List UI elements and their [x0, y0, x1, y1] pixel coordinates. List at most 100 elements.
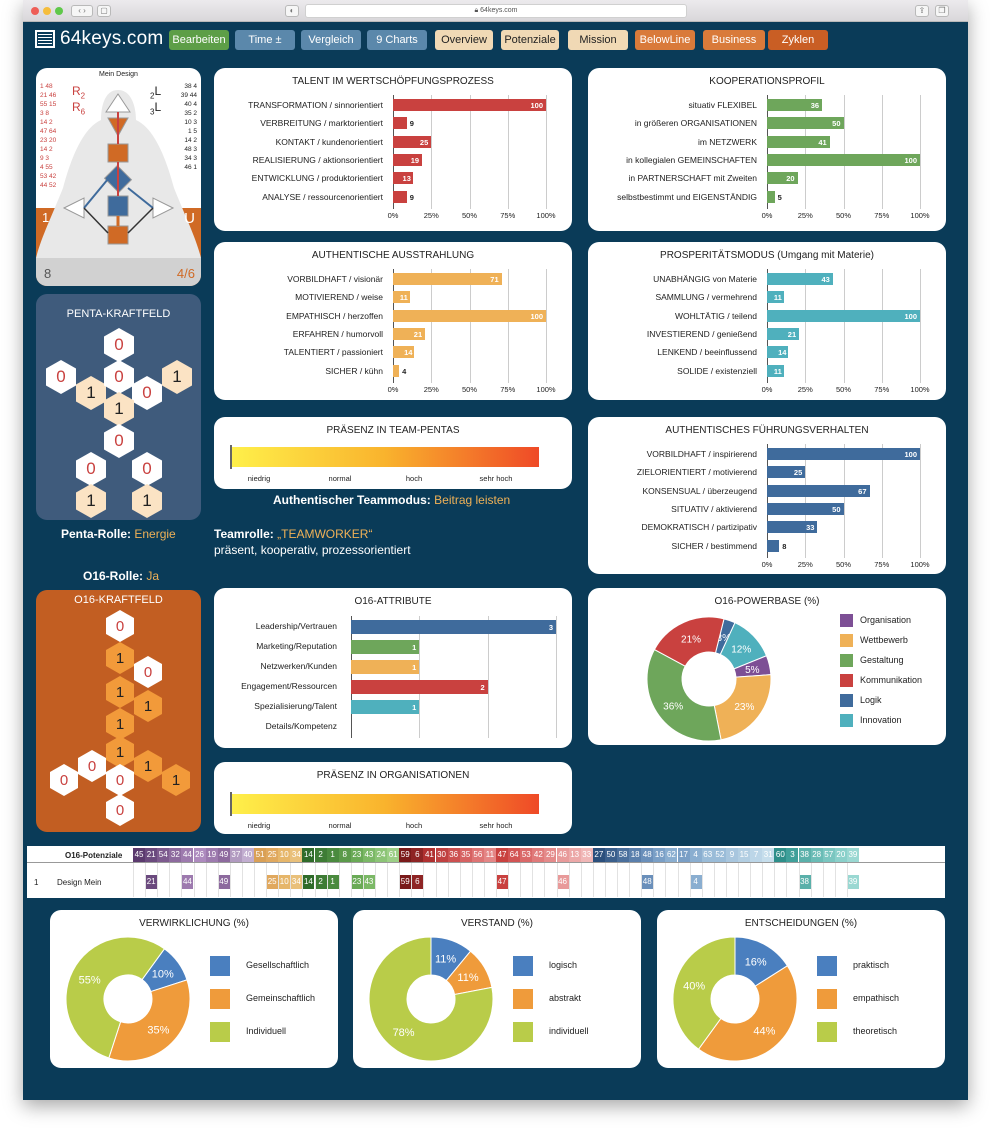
table-grid — [350, 863, 352, 897]
table-grid — [713, 863, 715, 897]
share-icon[interactable]: ⇪ — [915, 5, 929, 17]
o16-attribute-card: O16-ATTRIBUTE Leadership/Vertrauen 3 Market… — [214, 588, 572, 748]
legend-swatch — [210, 956, 230, 976]
minimize-dot-icon[interactable] — [43, 7, 51, 15]
bar-value: 100 — [904, 311, 917, 321]
tick-label: 100% — [910, 559, 930, 569]
nav-button-time-[interactable]: Time ± — [235, 30, 295, 50]
nav-button-business[interactable]: Business — [703, 30, 765, 50]
nav-button-vergleich[interactable]: Vergleich — [301, 30, 361, 50]
legend-label: Logik — [860, 695, 882, 705]
donut-slice — [368, 936, 494, 1062]
scale-label: sehr hoch — [479, 821, 513, 830]
table-header-cell: 47 — [496, 848, 509, 862]
nav-button-9-charts[interactable]: 9 Charts — [367, 30, 427, 50]
gridline — [805, 269, 807, 383]
o16-hex: 0 — [106, 610, 134, 642]
donut-value-label: 16% — [745, 956, 767, 968]
back-forward-icon[interactable]: ‹ › — [71, 5, 93, 17]
gridline — [843, 444, 845, 558]
verst-title: VERSTAND (%) — [460, 918, 534, 929]
nav-button-zyklen[interactable]: Zyklen — [768, 30, 828, 50]
bodygraph-icon — [36, 90, 201, 286]
donut-value-label: 40% — [683, 981, 705, 993]
table-grid — [762, 863, 764, 897]
legend-label: individuell — [549, 1026, 589, 1036]
verst-donut: 11%11% 78% — [368, 936, 494, 1062]
legend-swatch — [840, 654, 853, 667]
table-grid — [375, 863, 376, 897]
left-gate: 14 2 — [40, 146, 53, 153]
donut-value-label: 3% — [717, 633, 732, 644]
o16-hex: 0 — [106, 794, 134, 826]
table-header-cell: 19 — [205, 848, 218, 862]
table-header-cell: 18 — [629, 848, 642, 862]
bar-label: WOHLTÄTIG / teilend — [674, 310, 757, 321]
o16-hex: 1 — [134, 690, 162, 722]
nav-button-overview[interactable]: Overview — [435, 30, 493, 50]
table-header-cell: 6 — [411, 848, 424, 862]
gridline — [767, 444, 768, 558]
bar-label: SITUATIV / aktivierend — [671, 503, 757, 514]
table-header-cell: 43 — [362, 848, 375, 862]
org-presence-card: PRÄSENZ IN ORGANISATIONEN niedrig normal h… — [214, 762, 572, 834]
lock-icon: 🔒︎ — [474, 7, 481, 14]
table-header-cell: 34 — [290, 848, 303, 862]
design-r-letter-2: R6 — [72, 100, 86, 117]
zoom-dot-icon[interactable] — [55, 7, 63, 15]
table-header-cell: 10 — [278, 848, 291, 862]
bar: 100 — [393, 99, 546, 111]
tabs-icon[interactable]: ❐ — [935, 5, 949, 17]
close-dot-icon[interactable] — [31, 7, 39, 15]
bar-value: 5 — [777, 192, 782, 202]
bar-value: 4 — [402, 366, 407, 376]
table-header-cell: 52 — [713, 848, 726, 862]
bar-label: in PARTNERSCHAFT mit Zweiten — [628, 173, 757, 184]
legend-label: Kommunikation — [860, 675, 923, 685]
design-chart-card[interactable]: Mein Design 1 48 21 46 55 15 3 8 14 2 47 64 23… — [36, 68, 201, 286]
tick-label: 25% — [797, 210, 813, 220]
bar-value: 9 — [409, 192, 414, 202]
bar-value: 25 — [419, 137, 429, 147]
url-bar[interactable]: 🔒︎ 64keys.com — [305, 4, 687, 18]
bar-value: 11 — [773, 366, 782, 376]
gridline — [767, 269, 768, 383]
nav-button-bearbeiten[interactable]: Bearbeiten — [169, 30, 229, 50]
table-row-cell: 43 — [362, 875, 375, 889]
team-gradient-bar — [231, 447, 539, 467]
o16-role: O16-Rolle: Ja — [83, 569, 160, 583]
sidebar-icon[interactable]: ▢ — [97, 5, 111, 17]
bar: 33 — [767, 521, 818, 534]
bar: 50 — [767, 502, 844, 515]
legend-swatch — [513, 956, 533, 976]
bar-value: 11 — [773, 293, 782, 303]
nav-button-mission[interactable]: Mission — [568, 30, 628, 50]
table-grid — [653, 863, 655, 897]
design-left-number: 1 — [42, 210, 50, 225]
table-grid — [798, 863, 800, 897]
table-header-cell: 45 — [133, 848, 146, 862]
table-header-cell: 9 — [725, 848, 738, 862]
shield-icon[interactable]: ◐ — [285, 5, 299, 17]
left-gate: 14 2 — [40, 119, 53, 126]
left-gate: 3 8 — [40, 110, 50, 117]
table-grid — [205, 863, 207, 897]
bar: 11 — [767, 364, 784, 377]
table-header-cell: 17 — [677, 848, 690, 862]
nav-button-potenziale[interactable]: Potenziale — [501, 30, 559, 50]
o16-hex: 1 — [106, 736, 134, 768]
design-bottom-left: 8 — [44, 266, 52, 281]
left-gate: 4 55 — [40, 164, 53, 171]
table-header-cell: 21 — [145, 848, 158, 862]
bar-label: ZIELORIENTIERT / motivierend — [636, 467, 757, 478]
legend-swatch — [840, 674, 853, 687]
bar: 21 — [767, 327, 800, 340]
verw-donut: 10% 35% 55% — [65, 936, 191, 1062]
site-logo[interactable]: 64keys.com — [35, 28, 163, 50]
o16-hex: 0 — [50, 764, 78, 796]
bar-label: SICHER / kühn — [325, 365, 383, 376]
bar-value: 100 — [904, 450, 917, 459]
bar-value: 13 — [402, 174, 411, 184]
gridline — [546, 95, 547, 209]
nav-button-belowline[interactable]: BelowLine — [635, 30, 695, 50]
